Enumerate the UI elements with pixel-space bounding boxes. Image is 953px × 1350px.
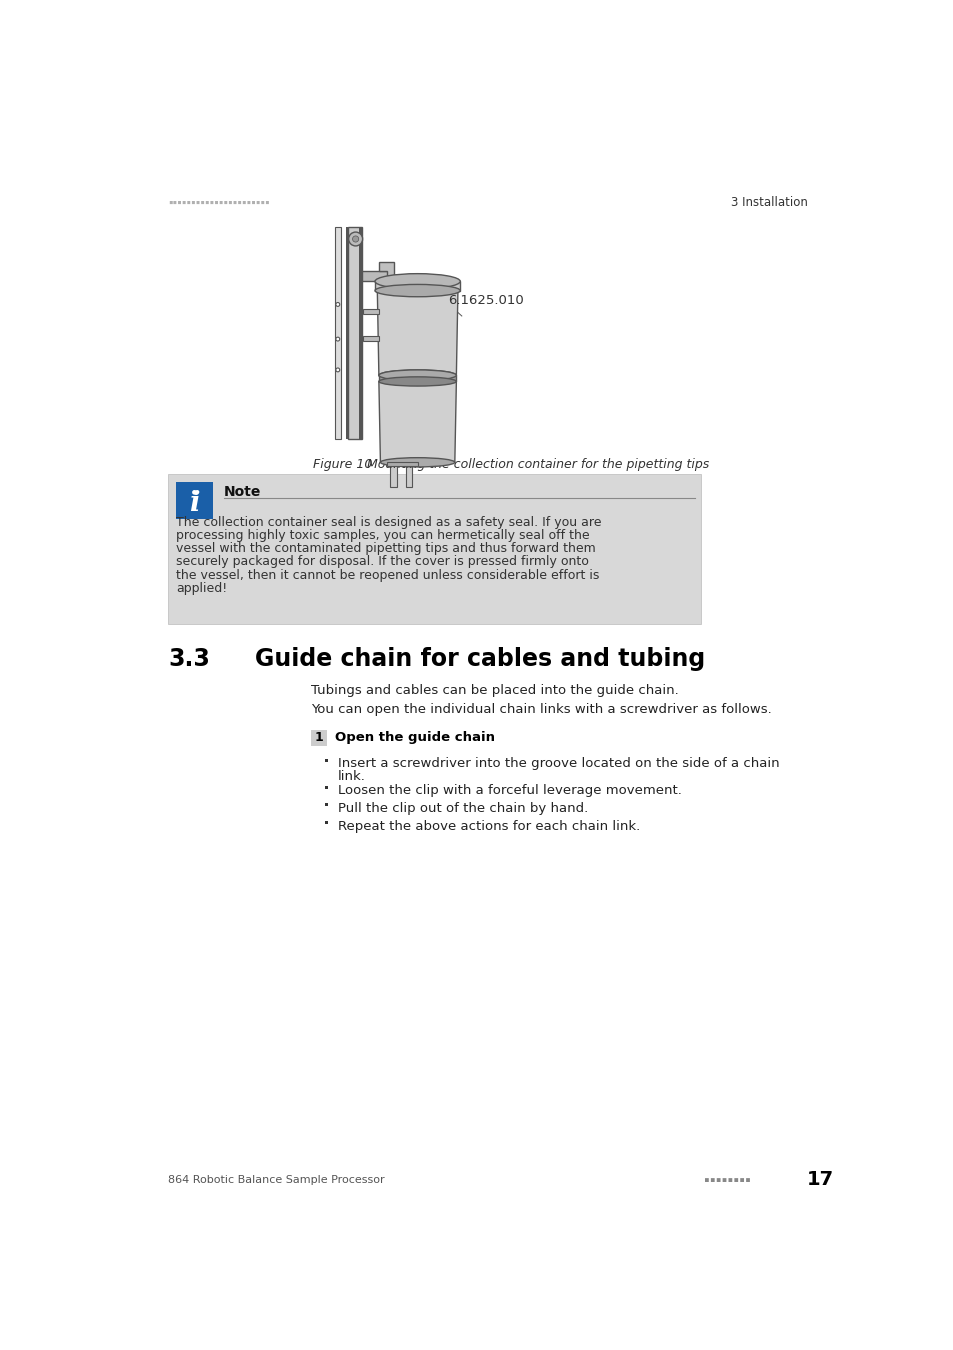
Text: vessel with the contaminated pipetting tips and thus forward them: vessel with the contaminated pipetting t… bbox=[175, 543, 595, 555]
Bar bbox=[311, 730, 327, 745]
Text: Pull the clip out of the chain by hand.: Pull the clip out of the chain by hand. bbox=[337, 802, 587, 815]
Bar bbox=[390, 466, 396, 487]
Ellipse shape bbox=[375, 274, 459, 289]
Bar bbox=[363, 336, 378, 340]
Text: processing highly toxic samples, you can hermetically seal off the: processing highly toxic samples, you can… bbox=[175, 529, 589, 543]
Bar bbox=[359, 227, 361, 439]
Bar bbox=[386, 462, 417, 466]
Bar bbox=[345, 227, 348, 439]
Text: Loosen the clip with a forceful leverage movement.: Loosen the clip with a forceful leverage… bbox=[337, 784, 681, 796]
Text: 864 Robotic Balance Sample Processor: 864 Robotic Balance Sample Processor bbox=[168, 1174, 384, 1185]
Polygon shape bbox=[378, 382, 456, 462]
Bar bbox=[363, 309, 378, 313]
Text: link.: link. bbox=[337, 771, 365, 783]
Ellipse shape bbox=[378, 370, 456, 381]
Text: Note: Note bbox=[224, 485, 261, 498]
Text: Repeat the above actions for each chain link.: Repeat the above actions for each chain … bbox=[337, 819, 639, 833]
Text: Insert a screwdriver into the groove located on the side of a chain: Insert a screwdriver into the groove loc… bbox=[337, 757, 779, 771]
Bar bbox=[378, 375, 456, 382]
Circle shape bbox=[335, 302, 339, 306]
Text: applied!: applied! bbox=[175, 582, 227, 594]
Circle shape bbox=[335, 338, 339, 342]
Bar bbox=[348, 227, 361, 439]
Text: 3 Installation: 3 Installation bbox=[730, 196, 806, 208]
Text: the vessel, then it cannot be reopened unless considerable effort is: the vessel, then it cannot be reopened u… bbox=[175, 568, 598, 582]
Bar bbox=[375, 281, 459, 290]
Circle shape bbox=[335, 369, 339, 371]
Bar bbox=[168, 474, 700, 624]
Bar bbox=[324, 821, 328, 825]
Text: You can open the individual chain links with a screwdriver as follows.: You can open the individual chain links … bbox=[311, 703, 771, 717]
Text: Tubings and cables can be placed into the guide chain.: Tubings and cables can be placed into th… bbox=[311, 684, 679, 697]
Ellipse shape bbox=[378, 370, 456, 381]
Text: Open the guide chain: Open the guide chain bbox=[335, 732, 495, 744]
Text: Guide chain for cables and tubing: Guide chain for cables and tubing bbox=[254, 647, 704, 671]
Ellipse shape bbox=[375, 285, 459, 297]
Bar bbox=[324, 803, 328, 806]
Bar bbox=[324, 786, 328, 788]
Text: ▪▪▪▪▪▪▪▪▪▪▪▪▪▪▪▪▪▪▪▪▪▪: ▪▪▪▪▪▪▪▪▪▪▪▪▪▪▪▪▪▪▪▪▪▪ bbox=[168, 197, 270, 207]
Bar bbox=[175, 482, 213, 518]
Text: 6.1625.010: 6.1625.010 bbox=[448, 294, 524, 306]
Ellipse shape bbox=[378, 377, 456, 386]
Bar bbox=[335, 227, 340, 439]
Text: securely packaged for disposal. If the cover is pressed firmly onto: securely packaged for disposal. If the c… bbox=[175, 555, 588, 568]
Circle shape bbox=[348, 232, 362, 246]
Text: 1: 1 bbox=[314, 732, 323, 744]
Text: 3.3: 3.3 bbox=[168, 647, 210, 671]
Bar bbox=[324, 759, 328, 761]
Text: Figure 10: Figure 10 bbox=[313, 459, 372, 471]
Bar bbox=[361, 270, 389, 281]
Circle shape bbox=[192, 490, 196, 494]
Polygon shape bbox=[378, 262, 394, 284]
Ellipse shape bbox=[380, 458, 455, 467]
Text: The collection container seal is designed as a safety seal. If you are: The collection container seal is designe… bbox=[175, 516, 600, 529]
Circle shape bbox=[353, 236, 358, 242]
Polygon shape bbox=[377, 290, 457, 375]
Text: 17: 17 bbox=[806, 1170, 833, 1189]
Text: Mounting the collection container for the pipetting tips: Mounting the collection container for th… bbox=[367, 459, 709, 471]
Text: i: i bbox=[189, 490, 199, 517]
Text: ▪▪▪▪▪▪▪▪: ▪▪▪▪▪▪▪▪ bbox=[703, 1174, 751, 1185]
Bar bbox=[406, 466, 412, 487]
